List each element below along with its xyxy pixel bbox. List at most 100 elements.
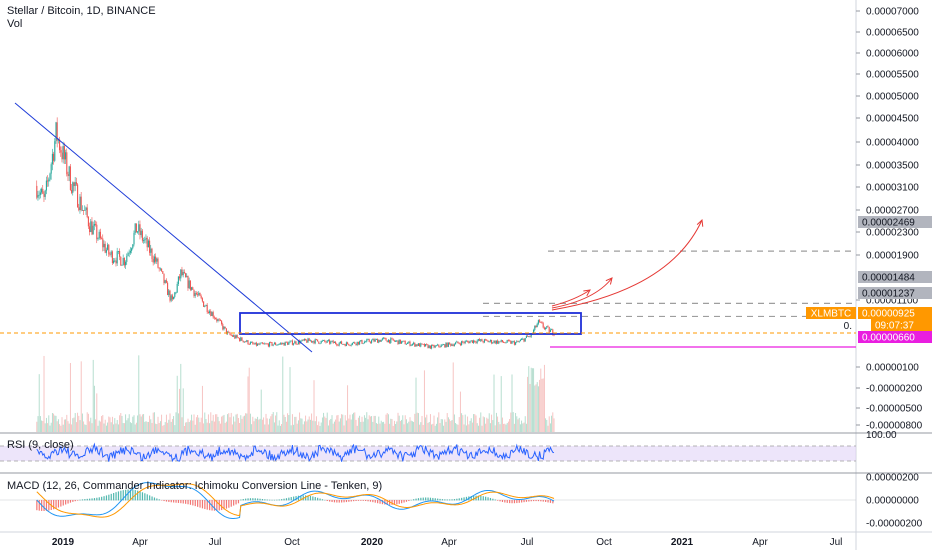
candle-body [65,152,67,160]
macd-histogram-bar [355,500,357,501]
candle-body [168,290,170,296]
volume-bar [534,385,536,432]
macd-histogram-bar [93,498,96,501]
candle-body [284,341,286,346]
candle-body [441,344,443,346]
candle-body [487,340,489,343]
volume-bar [396,421,398,432]
volume-bar [494,425,496,432]
volume-bar [432,423,434,432]
candle-body [187,276,189,289]
volume-bar [428,421,430,432]
macd-histogram-bar [321,499,324,501]
candle-body [533,330,535,334]
macd-histogram-bar [367,500,369,502]
candle-body [509,340,511,342]
volume-bar [453,414,455,432]
candle-body [203,301,205,307]
time-axis[interactable]: 2019 Apr Jul Oct 2020 Apr Jul Oct 2021 Apr Jul [52,537,843,548]
candle-body [486,339,488,341]
volume-bar [445,421,447,432]
volume-bar [167,422,169,432]
candle-body [306,340,308,343]
candle-body [150,248,152,253]
trendline [14,102,313,353]
macd-pane [0,482,856,519]
volume-bar [320,422,322,432]
volume-bar [61,417,63,432]
volume-bar [51,413,53,432]
price-axis[interactable]: 0.00007000 0.00006500 0.00006000 0.00005500… [806,7,932,530]
candle-body [419,343,421,347]
macd-histogram-bar [501,500,504,502]
volume-bar [402,415,404,432]
candle-body [74,182,76,187]
candle-body [120,256,122,266]
macd-histogram-bar [362,500,364,501]
candle-body [326,340,328,343]
volume-bar [144,421,146,432]
macd-histogram-bar [331,500,333,503]
volume-bar [198,417,200,432]
candle-body [305,338,307,341]
macd-histogram-bar [470,496,472,501]
candle-body [183,272,185,274]
price-axis-label: 0.00007000 [866,7,919,18]
macd-histogram-bar [451,499,453,501]
volume-bar [36,421,38,432]
macd-histogram-bar [281,499,283,501]
volume-bar [239,423,241,432]
candle-body [425,344,427,347]
volume-bar [224,422,226,432]
macd-histogram-bar [429,497,432,501]
macd-histogram-bar [96,497,98,501]
volume-bar [501,417,503,432]
volume-bar [463,424,465,432]
volume-bar [111,416,113,432]
macd-histogram-bar [396,500,398,505]
macd-histogram-bar [117,491,120,501]
macd-histogram-bar [434,498,436,501]
candle-body [110,251,112,255]
macd-histogram-bar [444,499,446,501]
volume-bar [87,413,89,432]
volume-bar [440,419,442,432]
macd-histogram-bar [89,498,91,501]
candle-body [288,342,290,345]
volume-bar [444,419,446,432]
candle-body [497,340,499,344]
consolidation-box [239,312,582,335]
macd-histogram-bar [110,493,112,501]
candle-body [482,341,484,343]
volume-bar [89,421,91,432]
volume-bar [138,355,140,432]
volume-bar [125,414,127,432]
macd-histogram-bar [146,494,148,501]
candle-body [392,338,394,341]
volume-bar [409,417,411,432]
candle-body [204,306,206,307]
macd-histogram-bar [213,500,216,511]
price-axis-label: 0.00001100 [866,296,919,307]
candle-body [387,339,389,343]
macd-histogram-bar [405,500,408,502]
price-tag-label: 0.00002469 [862,218,915,229]
volume-bar [545,418,547,432]
candle-body [263,343,265,345]
volume-bar [278,420,280,432]
volume-bar [341,414,343,432]
macd-histogram-bar [377,500,379,504]
price-axis-label: -0.00000500 [866,404,923,415]
candle-body [237,337,239,339]
volume-bar [379,423,381,432]
macd-histogram-bar [523,500,525,503]
candle-body [455,342,457,345]
chart-title: Stellar / Bitcoin, 1D, BINANCE [7,5,156,17]
candle-body [164,280,166,284]
macd-histogram-bar [516,500,518,504]
macd-histogram-bar [338,500,340,503]
candle-body [84,210,86,211]
macd-histogram-bar [245,498,247,501]
candle-body [182,272,184,276]
